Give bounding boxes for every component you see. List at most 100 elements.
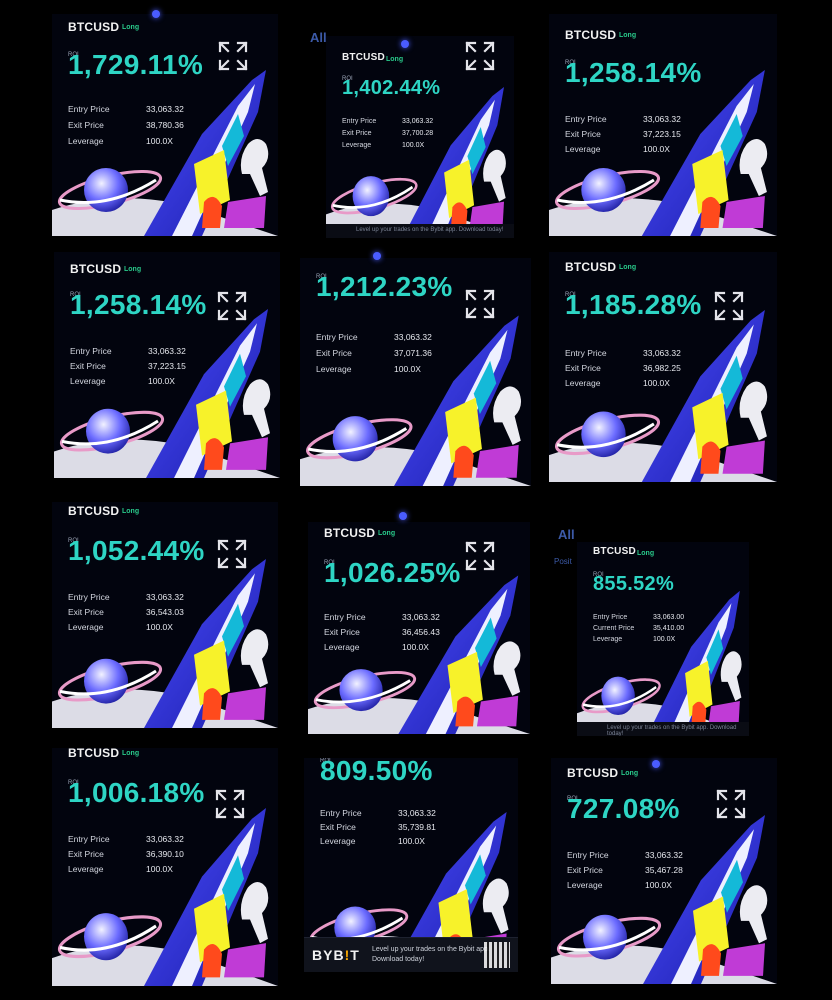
- leverage-row: Leverage 100.0X: [68, 136, 173, 146]
- roi-label: ROI: [567, 796, 578, 802]
- rocket-flame-red: [204, 438, 224, 470]
- rocket-illustration: [549, 310, 777, 482]
- row-label: Entry Price: [68, 592, 110, 602]
- all-tab[interactable]: All: [310, 30, 327, 45]
- row-value: 36,543.03: [146, 607, 184, 617]
- row-value: 100.0X: [643, 144, 670, 154]
- row-label: Exit Price: [68, 120, 104, 130]
- roi-value: 1,258.14%: [565, 56, 702, 88]
- astronaut-shape: [240, 629, 269, 688]
- long-badge: Long: [124, 266, 142, 273]
- leverage-row: Leverage 100.0X: [593, 636, 675, 643]
- rocket-illustration: [549, 70, 777, 236]
- rocket-flame-red: [700, 196, 721, 228]
- planet-ring-front: [61, 419, 159, 446]
- rocket-fin-magenta: [722, 440, 765, 474]
- rocket-fin-magenta: [226, 437, 268, 470]
- rocket-stripe-yellow: [194, 640, 230, 706]
- row-label: Entry Price: [593, 614, 628, 621]
- pnl-card[interactable]: BTCUSD Long ROI 1,258.14% Entry Price 33,063.…: [549, 14, 777, 236]
- row-label: Exit Price: [70, 361, 106, 371]
- planet-sphere: [583, 914, 627, 960]
- pnl-card[interactable]: ROI 809.50% Entry Price 33,063.32 Exit Price…: [304, 758, 518, 972]
- astronaut-shape: [482, 878, 509, 934]
- pnl-card[interactable]: BTCUSD Long ROI 727.08% Entry Price 33,063.32…: [551, 758, 777, 984]
- positions-tab[interactable]: Posit: [554, 557, 572, 566]
- all-tab[interactable]: All: [558, 527, 575, 542]
- roi-value: 855.52%: [593, 573, 675, 595]
- rocket-fin-magenta: [723, 943, 765, 976]
- expand-icon[interactable]: [216, 538, 248, 570]
- row-value: 36,390.10: [146, 849, 184, 859]
- astronaut-shape: [739, 139, 768, 196]
- rocket-flame-red: [701, 944, 721, 976]
- roi-value: 1,212.23%: [316, 270, 453, 302]
- row-label: Current Price: [593, 625, 635, 632]
- planet-ring-front: [556, 178, 655, 204]
- row-value: 36,456.43: [402, 627, 440, 637]
- row-value: 33,063.32: [394, 332, 432, 342]
- decor-dot: [373, 252, 381, 260]
- row-value: 36,982.25: [643, 363, 681, 373]
- rocket-flame-red: [202, 944, 222, 978]
- decor-dot: [152, 10, 160, 18]
- pnl-card[interactable]: BTCUSD Long ROI 1,006.18% Entry Price 33,063.…: [52, 748, 278, 986]
- astronaut-shape: [483, 149, 506, 202]
- pnl-card[interactable]: ROI 1,212.23% Entry Price 33,063.32 Exit Pri…: [300, 258, 531, 486]
- pair-label: BTCUSD: [324, 526, 376, 540]
- rocket-stripe-cyan: [464, 854, 486, 905]
- row-value: 33,063.32: [402, 612, 440, 622]
- expand-icon[interactable]: [464, 40, 496, 72]
- decor-dot: [401, 40, 409, 48]
- pnl-card[interactable]: BTCUSD Long ROI 855.52% Entry Price 33,063.00…: [577, 542, 749, 736]
- astronaut-shape: [739, 885, 768, 944]
- leverage-row: Leverage 100.0X: [320, 836, 425, 846]
- planet-ring-front: [582, 685, 657, 708]
- planet-ring-front: [59, 178, 157, 204]
- pair-label: BTCUSD: [593, 546, 636, 557]
- planet-sphere: [339, 669, 383, 712]
- long-badge: Long: [378, 530, 396, 537]
- rocket-illustration: [300, 315, 531, 486]
- rocket-stripe-cyan: [473, 360, 497, 415]
- pair-label: BTCUSD: [68, 504, 120, 518]
- rocket-stripe-cyan: [721, 859, 743, 913]
- pnl-card[interactable]: BTCUSD Long ROI 1,052.44% Entry Price 33,063.…: [52, 502, 278, 728]
- row-value: 37,223.15: [643, 129, 681, 139]
- row-label: Exit Price: [565, 363, 601, 373]
- expand-icon[interactable]: [464, 540, 496, 572]
- planet-sphere: [581, 411, 626, 458]
- leverage-row: Leverage 100.0X: [70, 376, 175, 386]
- expand-icon[interactable]: [216, 290, 248, 322]
- long-badge: Long: [619, 32, 637, 39]
- exit-price-row: Exit Price 37,223.15: [70, 361, 186, 371]
- pnl-card[interactable]: BTCUSD Long ROI 1,402.44% Entry Price 33,063.…: [326, 36, 514, 238]
- expand-icon[interactable]: [214, 788, 246, 820]
- promo-strip: Level up your trades on the Bybit app. D…: [577, 722, 749, 736]
- pnl-card[interactable]: BTCUSD Long ROI 1,185.28% Entry Price 33,063.…: [549, 252, 777, 482]
- pair-label: BTCUSD: [567, 766, 619, 780]
- pnl-card[interactable]: BTCUSD Long ROI 1,026.25% Entry Price 33,063.…: [308, 522, 530, 734]
- long-badge: Long: [122, 24, 140, 31]
- row-label: Leverage: [593, 636, 623, 643]
- roi-label: ROI: [320, 758, 331, 764]
- row-value: 100.0X: [394, 364, 421, 374]
- expand-icon[interactable]: [464, 288, 496, 320]
- row-label: Entry Price: [320, 808, 362, 818]
- rocket-stripe-yellow: [194, 893, 230, 963]
- expand-icon[interactable]: [713, 290, 745, 322]
- row-value: 100.0X: [653, 636, 676, 643]
- roi-label: ROI: [565, 292, 576, 298]
- row-label: Leverage: [567, 880, 603, 890]
- expand-icon[interactable]: [217, 40, 249, 72]
- roi-value: 1,729.11%: [68, 48, 204, 80]
- row-label: Exit Price: [316, 348, 352, 358]
- entry-price-row: Entry Price 33,063.32: [324, 612, 440, 622]
- rocket-flame-red: [202, 196, 222, 228]
- pnl-card[interactable]: BTCUSD Long ROI 1,729.11% Entry Price 33,063.…: [52, 14, 278, 236]
- row-label: Entry Price: [68, 104, 110, 114]
- pnl-card[interactable]: BTCUSD Long ROI 1,258.14% Entry Price 33,063.…: [54, 252, 280, 478]
- current-price-row: Current Price 35,410.00: [593, 625, 684, 632]
- expand-icon[interactable]: [715, 788, 747, 820]
- row-value: 37,700.28: [402, 130, 434, 137]
